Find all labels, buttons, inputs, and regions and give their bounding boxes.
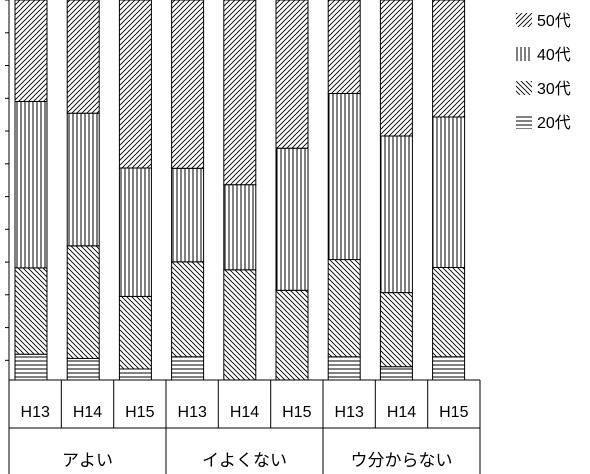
x-tick-label: H13 xyxy=(335,404,364,421)
legend-swatch xyxy=(516,81,532,95)
bar-segment-20代-H13 xyxy=(14,353,48,381)
legend-label: 30代 xyxy=(537,80,571,98)
bar-segment-20代-H13 xyxy=(327,356,361,381)
x-tick-label: H14 xyxy=(387,404,416,421)
bar-segment-30代-H13 xyxy=(14,267,48,355)
group-label: イよくない xyxy=(202,451,287,470)
bar-segment-30代-H14 xyxy=(379,292,413,368)
bar-segment-40代-H15 xyxy=(118,167,152,297)
legend-label: 20代 xyxy=(537,114,571,132)
bar-segment-40代-H13 xyxy=(14,101,48,269)
bar-segment-20代-H14 xyxy=(379,366,413,381)
x-tick-label: H14 xyxy=(73,404,102,421)
bar-segment-20代-H13 xyxy=(171,356,205,381)
bar-segment-40代-H13 xyxy=(171,167,205,263)
x-tick-label: H15 xyxy=(125,404,154,421)
legend-label: 40代 xyxy=(537,46,571,64)
bars-layer xyxy=(14,0,466,381)
legend-swatch xyxy=(516,115,532,129)
plot-frame xyxy=(5,0,480,381)
bar-segment-50代-H15 xyxy=(432,0,466,118)
group-label: ウ分からない xyxy=(351,451,453,470)
bar-segment-40代-H14 xyxy=(66,112,100,247)
bar-segment-50代-H14 xyxy=(66,0,100,114)
bar-segment-40代-H14 xyxy=(379,135,413,294)
bar-segment-30代-H14 xyxy=(66,245,100,359)
x-tick-label: H14 xyxy=(230,404,259,421)
bar-segment-50代-H13 xyxy=(171,0,205,169)
bar-segment-50代-H13 xyxy=(327,0,361,94)
bar-segment-20代-H14 xyxy=(66,357,100,381)
category-table: H13 H14 H15 H13 H14 H15 H13 H14 H15 アよい イよくない ウ分からな… xyxy=(8,380,481,474)
x-tick-label: H13 xyxy=(178,404,207,421)
bar-segment-50代-H13 xyxy=(14,0,48,102)
bar-segment-20代-H15 xyxy=(432,356,466,381)
bar-segment-40代-H15 xyxy=(275,147,309,291)
bar-segment-20代-H15 xyxy=(118,368,152,381)
bar-segment-30代-H15 xyxy=(118,295,152,370)
bar-segment-50代-H15 xyxy=(118,0,152,169)
legend-swatch xyxy=(516,13,532,27)
bar-segment-30代-H13 xyxy=(171,261,205,358)
bar-segment-30代-H14 xyxy=(223,269,257,381)
bar-segment-50代-H14 xyxy=(223,0,257,186)
bar-segment-30代-H15 xyxy=(275,289,309,381)
bar-segment-50代-H14 xyxy=(379,0,413,137)
legend-label: 50代 xyxy=(537,12,571,30)
x-tick-label: H13 xyxy=(21,404,50,421)
bar-segment-40代-H15 xyxy=(432,116,466,268)
bar-segment-30代-H15 xyxy=(432,267,466,358)
bar-segment-40代-H14 xyxy=(223,184,257,271)
bar-segment-30代-H13 xyxy=(327,259,361,358)
bar-segment-40代-H13 xyxy=(327,93,361,261)
legend-swatch xyxy=(516,47,532,61)
bar-segment-50代-H15 xyxy=(275,0,309,149)
group-label: アよい xyxy=(62,451,113,470)
x-tick-label: H15 xyxy=(439,404,468,421)
legend: 50代 40代 30代 20代 xyxy=(516,12,571,132)
x-tick-label: H15 xyxy=(282,404,311,421)
